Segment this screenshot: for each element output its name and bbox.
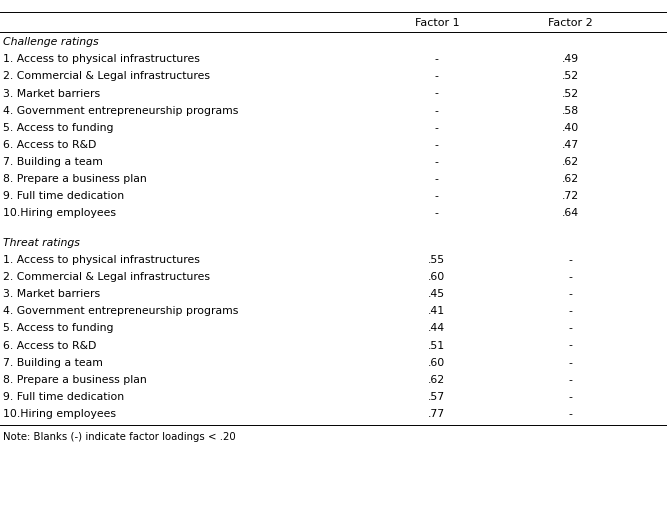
Text: -: - xyxy=(435,139,439,150)
Text: 3. Market barriers: 3. Market barriers xyxy=(3,289,101,299)
Text: -: - xyxy=(568,289,572,299)
Text: -: - xyxy=(568,340,572,350)
Text: 9. Full time dedication: 9. Full time dedication xyxy=(3,191,125,201)
Text: .49: .49 xyxy=(562,54,579,64)
Text: .60: .60 xyxy=(428,357,446,367)
Text: 3. Market barriers: 3. Market barriers xyxy=(3,89,101,98)
Text: 6. Access to R&D: 6. Access to R&D xyxy=(3,340,97,350)
Text: -: - xyxy=(568,357,572,367)
Text: .58: .58 xyxy=(562,105,579,116)
Text: 2. Commercial & Legal infrastructures: 2. Commercial & Legal infrastructures xyxy=(3,71,210,81)
Text: -: - xyxy=(435,174,439,184)
Text: 2. Commercial & Legal infrastructures: 2. Commercial & Legal infrastructures xyxy=(3,272,210,281)
Text: .77: .77 xyxy=(428,408,446,418)
Text: 8. Prepare a business plan: 8. Prepare a business plan xyxy=(3,374,147,384)
Text: .62: .62 xyxy=(428,374,446,384)
Text: 10.Hiring employees: 10.Hiring employees xyxy=(3,208,116,218)
Text: 7. Building a team: 7. Building a team xyxy=(3,357,103,367)
Text: Factor 2: Factor 2 xyxy=(548,18,593,28)
Text: 10.Hiring employees: 10.Hiring employees xyxy=(3,408,116,418)
Text: .41: .41 xyxy=(428,306,446,316)
Text: 5. Access to funding: 5. Access to funding xyxy=(3,323,114,333)
Text: -: - xyxy=(435,208,439,218)
Text: 4. Government entrepreneurship programs: 4. Government entrepreneurship programs xyxy=(3,105,239,116)
Text: -: - xyxy=(435,89,439,98)
Text: 1. Access to physical infrastructures: 1. Access to physical infrastructures xyxy=(3,254,200,265)
Text: .52: .52 xyxy=(562,71,579,81)
Text: -: - xyxy=(435,105,439,116)
Text: -: - xyxy=(568,272,572,281)
Text: 6. Access to R&D: 6. Access to R&D xyxy=(3,139,97,150)
Text: 4. Government entrepreneurship programs: 4. Government entrepreneurship programs xyxy=(3,306,239,316)
Text: 8. Prepare a business plan: 8. Prepare a business plan xyxy=(3,174,147,184)
Text: -: - xyxy=(435,123,439,132)
Text: 7. Building a team: 7. Building a team xyxy=(3,157,103,166)
Text: -: - xyxy=(435,71,439,81)
Text: -: - xyxy=(435,157,439,166)
Text: .62: .62 xyxy=(562,174,579,184)
Text: -: - xyxy=(568,391,572,401)
Text: .44: .44 xyxy=(428,323,446,333)
Text: .52: .52 xyxy=(562,89,579,98)
Text: 5. Access to funding: 5. Access to funding xyxy=(3,123,114,132)
Text: .60: .60 xyxy=(428,272,446,281)
Text: -: - xyxy=(568,254,572,265)
Text: 9. Full time dedication: 9. Full time dedication xyxy=(3,391,125,401)
Text: -: - xyxy=(435,54,439,64)
Text: .47: .47 xyxy=(562,139,579,150)
Text: Threat ratings: Threat ratings xyxy=(3,238,80,247)
Text: .62: .62 xyxy=(562,157,579,166)
Text: -: - xyxy=(568,374,572,384)
Text: Note: Blanks (-) indicate factor loadings < .20: Note: Blanks (-) indicate factor loading… xyxy=(3,431,236,441)
Text: .51: .51 xyxy=(428,340,446,350)
Text: .45: .45 xyxy=(428,289,446,299)
Text: 1. Access to physical infrastructures: 1. Access to physical infrastructures xyxy=(3,54,200,64)
Text: -: - xyxy=(568,323,572,333)
Text: .64: .64 xyxy=(562,208,579,218)
Text: Challenge ratings: Challenge ratings xyxy=(3,37,99,47)
Text: .40: .40 xyxy=(562,123,579,132)
Text: .72: .72 xyxy=(562,191,579,201)
Text: -: - xyxy=(568,408,572,418)
Text: Factor 1: Factor 1 xyxy=(415,18,459,28)
Text: -: - xyxy=(435,191,439,201)
Text: .57: .57 xyxy=(428,391,446,401)
Text: -: - xyxy=(568,306,572,316)
Text: .55: .55 xyxy=(428,254,446,265)
